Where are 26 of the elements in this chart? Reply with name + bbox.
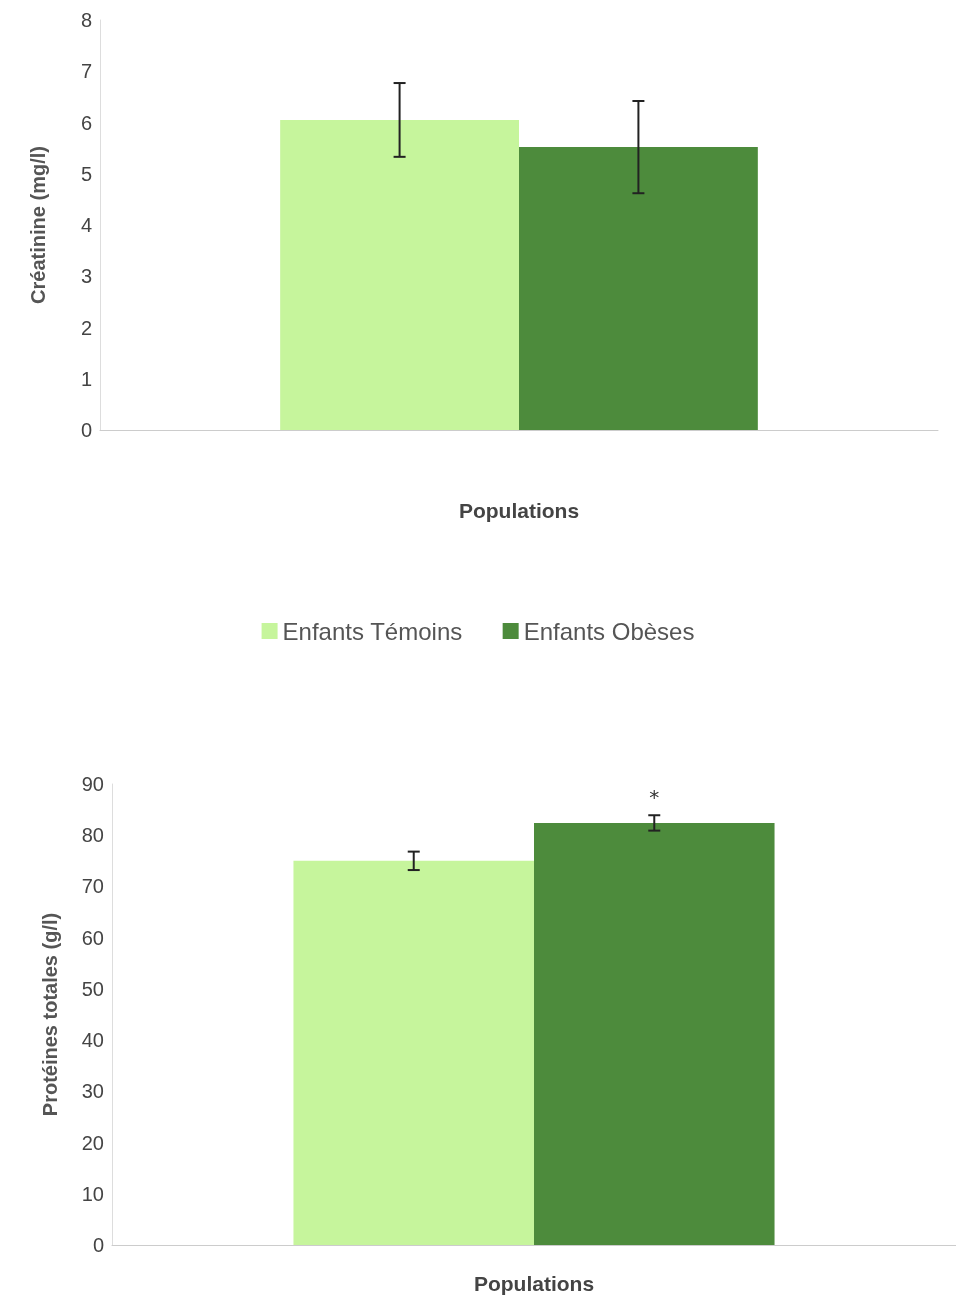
legend-label: Enfants Obèses [523, 617, 695, 645]
y-tick-label: 4 [80, 214, 92, 236]
annotation: * [649, 785, 660, 810]
y-tick-label: 50 [81, 977, 104, 1000]
y-tick-label: 0 [92, 1234, 104, 1256]
y-tick-label: 2 [80, 316, 92, 339]
y-tick-label: 90 [81, 773, 104, 795]
y-axis-title: Protéines totales (g/l) [39, 912, 61, 1117]
y-tick-label: 40 [81, 1029, 104, 1052]
y-tick-label: 8 [80, 9, 92, 31]
y-tick-label: 5 [80, 162, 92, 185]
y-tick-label: 3 [80, 265, 92, 288]
y-tick-label: 70 [81, 875, 104, 898]
y-tick-label: 30 [81, 1080, 104, 1103]
y-tick-label: 6 [80, 111, 92, 134]
y-axis-title: Créatinine (mg/l) [27, 146, 49, 304]
x-axis-title: Populations [458, 499, 580, 522]
y-tick-label: 20 [81, 1131, 104, 1154]
y-tick-label: 1 [80, 367, 92, 390]
y-tick-label: 7 [80, 60, 92, 83]
y-tick-label: 60 [81, 926, 104, 949]
x-axis-title: Populations [473, 1272, 595, 1295]
y-tick-label: 0 [80, 419, 92, 441]
y-tick-label: 10 [81, 1182, 104, 1205]
y-tick-label: 80 [81, 824, 104, 847]
legend-label: Enfants Témoins [282, 617, 463, 645]
